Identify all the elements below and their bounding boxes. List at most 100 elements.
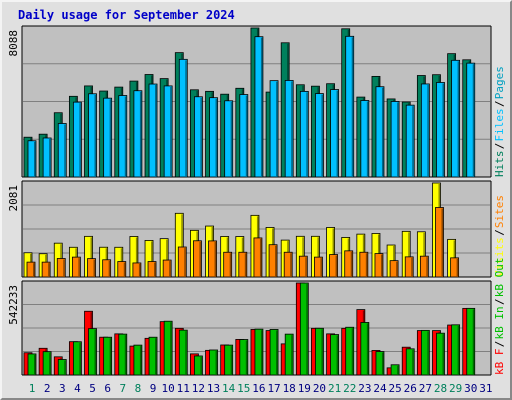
bar-shade	[457, 325, 460, 375]
legend-files: Files	[493, 108, 506, 141]
bar-shade	[109, 338, 112, 375]
bar-kb-in-day-15	[239, 339, 249, 376]
bar-kb-in-day-17	[269, 329, 279, 376]
legend-kb_out: kB Out	[493, 258, 506, 298]
bar-shade	[442, 334, 444, 375]
day-label-11: 11	[177, 382, 190, 395]
y-tick-label: 2081	[7, 185, 20, 212]
day-label-27: 27	[419, 382, 432, 395]
bar-shade	[64, 360, 66, 375]
legend-kb_f: kB F	[493, 349, 506, 376]
bar-shade	[306, 284, 308, 375]
bar-kb-in-day-26	[405, 348, 415, 376]
bar-shade	[166, 239, 168, 277]
bar-shade	[412, 106, 414, 177]
bar-kb-in-day-13	[209, 349, 218, 376]
day-label-29: 29	[449, 382, 462, 395]
day-label-28: 28	[434, 382, 447, 395]
bar-shade	[230, 101, 233, 177]
bar-kb-in-day-18	[284, 333, 294, 376]
bar-shade	[230, 346, 233, 375]
bar-files-day-8	[133, 90, 143, 178]
bar-shade	[229, 253, 232, 277]
bar-shade	[245, 340, 248, 375]
bar-kb-in-day-20	[315, 327, 324, 376]
bar-kb-in-day-22	[345, 326, 355, 376]
bar-sites-day-17	[268, 244, 278, 278]
day-label-18: 18	[283, 382, 296, 395]
bar-shade	[34, 354, 36, 375]
chart-title: Daily usage for September 2024	[18, 8, 235, 22]
bar-shade	[427, 84, 429, 177]
bar-files-day-6	[103, 97, 113, 178]
bar-files-day-29	[451, 59, 461, 178]
bar-shade	[305, 257, 307, 277]
day-label-14: 14	[222, 382, 236, 395]
bar-sites-day-19	[298, 255, 308, 278]
legend-kbytes: kB F/kB In/kB Out	[493, 258, 506, 375]
bar-sites-day-23	[359, 251, 369, 278]
bar-sites-day-8	[132, 262, 142, 278]
bar-shade	[244, 253, 247, 277]
bar-shade	[411, 257, 413, 277]
day-label-21: 21	[328, 382, 341, 395]
bar-shade	[124, 96, 127, 177]
legend-sites: Sites	[493, 195, 506, 228]
bar-files-day-21	[330, 89, 339, 178]
bar-shade	[34, 141, 36, 177]
bar-shade	[200, 97, 202, 177]
bar-shade	[260, 330, 263, 375]
bar-kb-in-day-24	[375, 351, 385, 376]
bar-shade	[441, 208, 443, 277]
bar-shade	[291, 81, 293, 177]
bar-files-day-22	[345, 35, 355, 178]
bar-sites-day-9	[147, 261, 157, 278]
bar-files-day-11	[178, 58, 188, 178]
bar-shade	[456, 258, 459, 277]
bar-kb-in-day-11	[178, 329, 188, 376]
bar-files-day-19	[299, 90, 309, 178]
day-label-1: 1	[29, 382, 36, 395]
legend-separator: /	[493, 100, 506, 107]
bar-files-day-9	[148, 83, 158, 178]
bar-shade	[199, 241, 201, 277]
bar-files-day-28	[436, 82, 445, 178]
day-label-19: 19	[298, 382, 311, 395]
bar-shade	[412, 349, 414, 375]
bar-shade	[200, 356, 202, 375]
panel-visits-sites: 2081 Visits/Sites	[7, 180, 506, 278]
bar-shade	[124, 335, 127, 375]
bar-sites-day-26	[404, 256, 414, 278]
bar-files-day-5	[88, 93, 97, 178]
bar-kb-in-day-16	[254, 328, 264, 376]
bar-shade	[109, 99, 112, 177]
bar-shade	[336, 90, 339, 177]
bar-shade	[260, 37, 263, 178]
bar-shade	[427, 331, 429, 375]
bar-files-day-23	[360, 100, 370, 178]
bar-shade	[78, 258, 80, 277]
bar-sites-day-2	[41, 261, 51, 278]
day-label-8: 8	[135, 382, 142, 395]
bar-shade	[138, 263, 141, 277]
bar-files-day-15	[239, 94, 249, 178]
bar-shade	[214, 241, 217, 277]
bar-sites-day-10	[162, 259, 172, 278]
y-tick-label: 542233	[7, 285, 20, 325]
bar-shade	[90, 237, 93, 277]
bar-shade	[397, 102, 399, 177]
bar-shade	[79, 342, 81, 375]
bar-shade	[472, 309, 475, 375]
day-label-17: 17	[267, 382, 280, 395]
bar-shade	[49, 352, 51, 375]
bar-kb-in-day-28	[436, 332, 445, 376]
bar-files-day-26	[405, 104, 415, 178]
bar-files-day-7	[118, 95, 128, 178]
bar-shade	[215, 98, 218, 177]
bar-shade	[245, 95, 248, 177]
bar-files-day-30	[466, 62, 476, 178]
bar-shade	[366, 323, 369, 375]
day-label-24: 24	[373, 382, 387, 395]
day-label-9: 9	[150, 382, 157, 395]
